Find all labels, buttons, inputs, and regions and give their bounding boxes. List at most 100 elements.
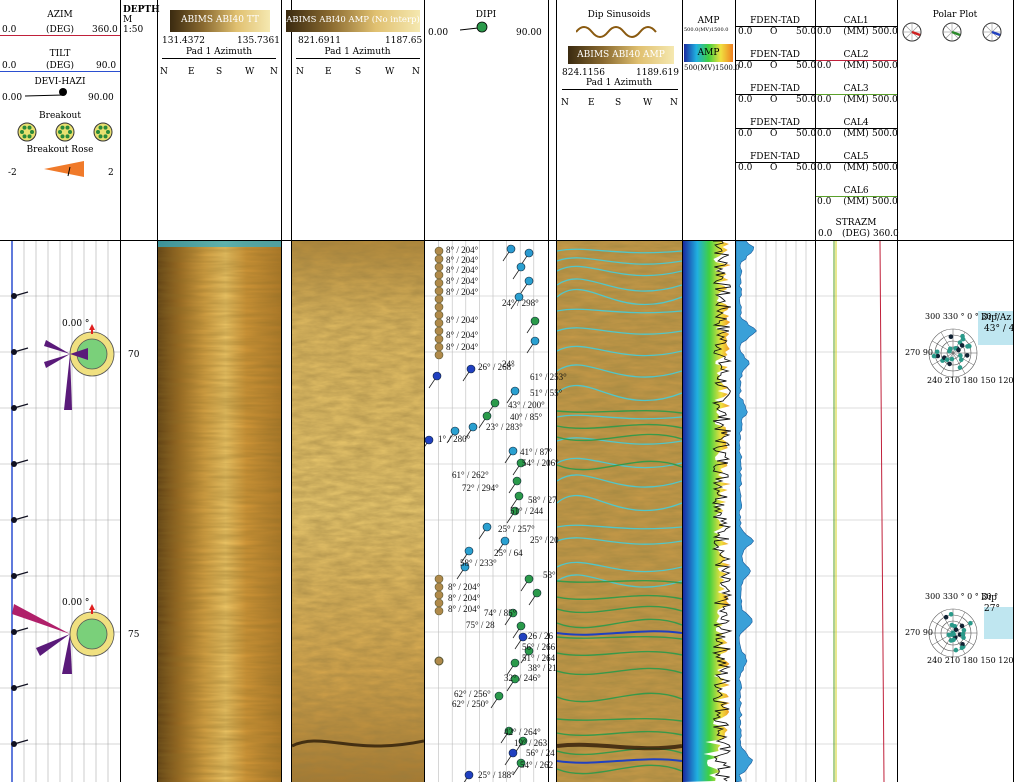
dip-tag: 8° / 204° <box>448 593 481 603</box>
fden-title: FDEN-TAD <box>750 118 800 128</box>
depth-title: DEPTH <box>123 5 160 15</box>
tt-dir-e: E <box>188 67 195 77</box>
strazm-unit: (DEG) <box>842 229 870 239</box>
cal-max: 500.0 <box>872 27 898 37</box>
dipi-track <box>425 241 548 782</box>
dip-tag: 8° / 204° <box>446 276 479 286</box>
fden-min: 0.0 <box>738 27 753 37</box>
tilt-min: 0.0 <box>2 61 17 71</box>
fden-scale-line <box>736 60 815 61</box>
dip-tag: 56° / 266 <box>522 642 556 652</box>
cal-max: 500.0 <box>872 61 898 71</box>
dip-tag: 58° / 233° <box>460 558 497 568</box>
dip-tag: 74° / 85° <box>484 608 517 618</box>
tt-min: 131.4372 <box>162 36 205 46</box>
cal-min: 0.0 <box>817 163 832 173</box>
amp-dir-n: N <box>296 67 304 77</box>
cal-track <box>816 241 897 782</box>
fden-mid: O <box>770 163 778 173</box>
fden-scale-line <box>736 162 815 163</box>
polar-bottom-label: 240 210 180 150 120 <box>927 656 1014 665</box>
cal-title: CAL2 <box>843 50 869 60</box>
polar-box-value: 27° <box>984 604 1000 614</box>
depth-label-75: 75 <box>128 630 140 640</box>
cal-title: CAL5 <box>843 152 869 162</box>
sinusoid-image <box>557 241 682 782</box>
dip-tag: 61° / 253° <box>530 372 567 382</box>
rose-label-1: 0.00 ° <box>62 319 90 329</box>
strazm-min: 0.0 <box>818 229 833 239</box>
tt-pad: Pad 1 Azimuth <box>185 47 253 57</box>
rose-max: 2 <box>108 168 114 178</box>
dip-tag: 25° / 20 <box>530 535 559 545</box>
azim-tilt-track <box>0 241 120 782</box>
tilt-scale-line <box>0 71 120 72</box>
fden-min: 0.0 <box>738 95 753 105</box>
ampc-scale2: 500(MV)1500.0 <box>684 64 740 72</box>
azim-scale-line <box>0 35 120 36</box>
tt-dir-n2: N <box>270 67 278 77</box>
cal-min: 0.0 <box>817 27 832 37</box>
cal-unit: (MM) <box>843 197 869 207</box>
cal-min: 0.0 <box>817 61 832 71</box>
fden-title: FDEN-TAD <box>750 84 800 94</box>
tt-max: 135.7361 <box>237 36 280 46</box>
dip-tag: 8° / 204° <box>446 245 479 255</box>
dip-tag: 24° / 298° <box>502 298 539 308</box>
dip-tag: 56° / 24 <box>526 748 555 758</box>
cal-max: 500.0 <box>872 95 898 105</box>
sinus-sub: ABIMS ABI40 AMP <box>577 50 665 60</box>
fden-mid: O <box>770 61 778 71</box>
ampc-sub: AMP <box>697 48 720 58</box>
cal-unit: (MM) <box>843 95 869 105</box>
dip-tag: 23° / 283° <box>486 422 523 432</box>
dip-tag: 25° / 188° <box>478 770 515 780</box>
dip-tag: 8° / 204° <box>446 265 479 275</box>
dip-tag: 32° / 246° <box>504 673 541 683</box>
amp-max: 1187.65 <box>385 36 423 46</box>
sinus-dir-s: S <box>615 98 622 108</box>
breakout-title: Breakout <box>39 111 81 121</box>
devi-max: 90.00 <box>88 93 114 103</box>
fden-mid: O <box>770 129 778 139</box>
dip-tag: 72° / 294° <box>462 483 499 493</box>
tt-image <box>158 241 281 782</box>
dip-tag: 8° / 204° <box>446 342 479 352</box>
cal-scale-line <box>816 128 897 129</box>
devi-tadpole-icon <box>25 88 67 97</box>
amp-dir-s: S <box>355 67 362 77</box>
tt-dir-s: S <box>216 67 223 77</box>
strazm-title: STRAZM <box>835 218 877 228</box>
polar-legend-icons <box>902 22 1002 42</box>
dip-tag: 62° / 250° <box>452 699 489 709</box>
dip-tag: 8° / 204° <box>448 582 481 592</box>
dip-tag: 62° / 256° <box>454 689 491 699</box>
fden-mid: O <box>770 27 778 37</box>
dip-tag: 43° / 200° <box>508 400 545 410</box>
fden-max: 50.0 <box>796 27 817 37</box>
cal-max: 500.0 <box>872 163 898 173</box>
fden-title: FDEN-TAD <box>750 50 800 60</box>
sinus-color-legend <box>568 46 674 64</box>
dip-tag: 54° / 262 <box>520 760 554 770</box>
dip-tag: 38° / 21 <box>528 663 557 673</box>
sinus-dir-e: E <box>588 98 595 108</box>
polar-box-value: 43° / 4 <box>984 324 1014 334</box>
rose-min: -2 <box>8 168 17 178</box>
dip-tag: 58° <box>543 570 556 580</box>
fden-title: FDEN-TAD <box>750 16 800 26</box>
cal-scale-line <box>816 26 897 27</box>
sinus-min: 824.1156 <box>562 68 605 78</box>
ampc-title: AMP <box>697 16 720 26</box>
ampc-scale: 500.0(MV)1500.0 <box>684 27 729 33</box>
depth-scale: 1:50 <box>123 25 144 35</box>
cal-min: 0.0 <box>817 197 832 207</box>
polar-track <box>928 311 1013 658</box>
fden-scale-line <box>736 26 815 27</box>
polar-bottom-label: 240 210 180 150 120 <box>927 376 1014 385</box>
cal-title: CAL6 <box>843 186 869 196</box>
devi-title: DEVI-HAZI <box>34 77 86 87</box>
azim-max: 360.0 <box>92 25 118 35</box>
dip-tag: 42° / 264° <box>504 727 541 737</box>
